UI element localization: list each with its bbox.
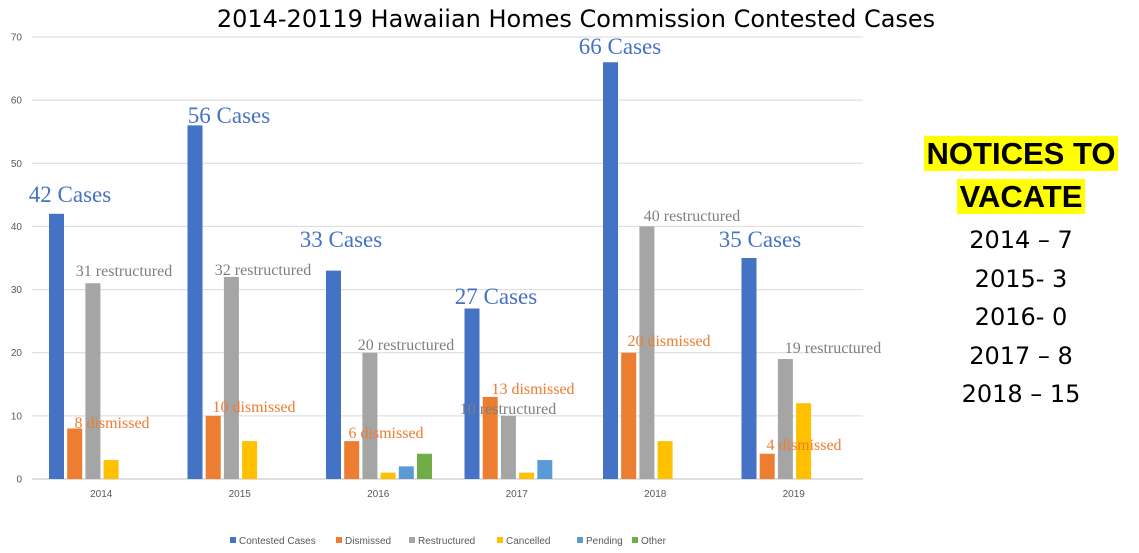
bar-cancelled-2016	[380, 472, 396, 479]
notices-panel: NOTICES TO VACATE 2014 – 7 2015- 3 2016-…	[905, 135, 1137, 414]
contested-annotation: 27 Cases	[455, 284, 537, 309]
restructured-annotation: 20 restructured	[358, 337, 454, 354]
bar-dismissed-2015	[205, 415, 221, 479]
bar-contested-cases-2019	[741, 258, 757, 479]
bar-restructured-2016	[362, 352, 378, 479]
y-tick-label: 20	[11, 348, 23, 359]
bar-contested-cases-2018	[603, 62, 618, 479]
y-tick-label: 10	[11, 411, 23, 422]
notices-heading-line1: NOTICES TO	[923, 136, 1119, 171]
contested-annotation: 33 Cases	[300, 227, 382, 252]
legend-label: Cancelled	[506, 536, 550, 547]
bar-restructured-2019	[777, 359, 793, 479]
bar-dismissed-2014	[67, 428, 83, 479]
y-tick-label: 70	[11, 33, 23, 44]
restructured-annotation: 31 restructured	[76, 263, 172, 280]
dismissed-annotation: 8 dismissed	[74, 415, 149, 432]
legend-label: Restructured	[418, 536, 475, 547]
bar-restructured-2015	[223, 276, 239, 479]
x-tick-label: 2019	[783, 489, 806, 500]
notice-item-2017: 2017 – 8	[969, 341, 1073, 370]
bar-cancelled-2015	[242, 441, 258, 479]
bar-restructured-2014	[85, 283, 101, 479]
legend-swatch	[632, 537, 638, 543]
bar-dismissed-2018	[621, 352, 637, 479]
bar-contested-cases-2016	[326, 270, 341, 479]
contested-annotation: 56 Cases	[188, 103, 270, 128]
x-tick-label: 2016	[367, 489, 390, 500]
gridlines	[32, 36, 863, 480]
bar-dismissed-2016	[344, 441, 360, 479]
contested-annotation: 66 Cases	[579, 34, 661, 59]
restructured-annotation: 19 restructured	[785, 340, 881, 357]
y-tick-label: 0	[16, 475, 22, 486]
bar-pending-2016	[398, 466, 414, 479]
bar-cancelled-2017	[519, 472, 535, 479]
bar-contested-cases-2014	[49, 213, 64, 480]
y-tick-label: 50	[11, 159, 23, 170]
bar-cancelled-2014	[103, 460, 119, 479]
x-tick-label: 2015	[229, 489, 252, 500]
bar-pending-2017	[537, 460, 553, 479]
bar-restructured-2018	[639, 226, 655, 479]
x-tick-label: 2018	[644, 489, 667, 500]
x-tick-label: 2014	[90, 489, 113, 500]
legend-swatch	[230, 537, 236, 543]
legend-swatch	[336, 537, 342, 543]
contested-annotation: 35 Cases	[719, 227, 801, 252]
notice-item-2018: 2018 – 15	[961, 380, 1081, 408]
bar-cancelled-2019	[796, 403, 812, 479]
bar-contested-cases-2017	[464, 308, 480, 479]
legend-label: Other	[641, 536, 667, 547]
dismissed-annotation: 20 dismissed	[627, 333, 710, 350]
dismissed-annotation: 6 dismissed	[348, 425, 423, 442]
y-tick-label: 60	[11, 96, 23, 107]
legend: Contested Cases Dismissed Restructured Canc…	[230, 536, 667, 547]
bar-dismissed-2017	[482, 396, 498, 479]
legend-label: Contested Cases	[239, 536, 316, 547]
y-tick-label: 30	[11, 285, 23, 296]
bar-restructured-2017	[500, 415, 516, 479]
dismissed-annotation: 4 dismissed	[766, 437, 841, 454]
y-tick-label: 40	[11, 222, 23, 233]
notices-heading-line2: VACATE	[956, 179, 1086, 214]
notice-item-2015: 2015- 3	[974, 264, 1068, 293]
legend-swatch	[409, 537, 415, 543]
chart-title: 2014-20119 Hawaiian Homes Commission Con…	[217, 5, 935, 33]
restructured-annotation: 32 restructured	[215, 262, 311, 279]
bar-dismissed-2019	[759, 453, 775, 479]
bar-other-2016	[417, 453, 432, 479]
bar-contested-cases-2015	[187, 125, 203, 480]
contested-annotation: 42 Cases	[29, 182, 111, 207]
annotations: 42 Cases 56 Cases 33 Cases 27 Cases 66 Cases…	[29, 34, 881, 454]
legend-label: Dismissed	[345, 536, 391, 547]
x-axis-ticks: 2014 2015 2016 2017 2018 2019	[90, 489, 805, 500]
notice-item-2014: 2014 – 7	[969, 226, 1073, 254]
dismissed-annotation: 10 dismissed	[212, 399, 295, 416]
legend-label: Pending	[586, 536, 623, 547]
x-tick-label: 2017	[506, 489, 529, 500]
y-axis-ticks: 0 10 20 30 40 50 60 70	[11, 33, 23, 486]
restructured-annotation: 40 restructured	[644, 208, 740, 225]
dismissed-annotation: 13 dismissed	[491, 381, 574, 398]
notice-item-2016: 2016- 0	[974, 303, 1068, 331]
bars	[49, 62, 812, 480]
restructured-annotation: 10 restructured	[460, 401, 556, 418]
legend-swatch	[497, 537, 503, 543]
legend-swatch	[577, 537, 583, 543]
bar-cancelled-2018	[657, 441, 673, 479]
